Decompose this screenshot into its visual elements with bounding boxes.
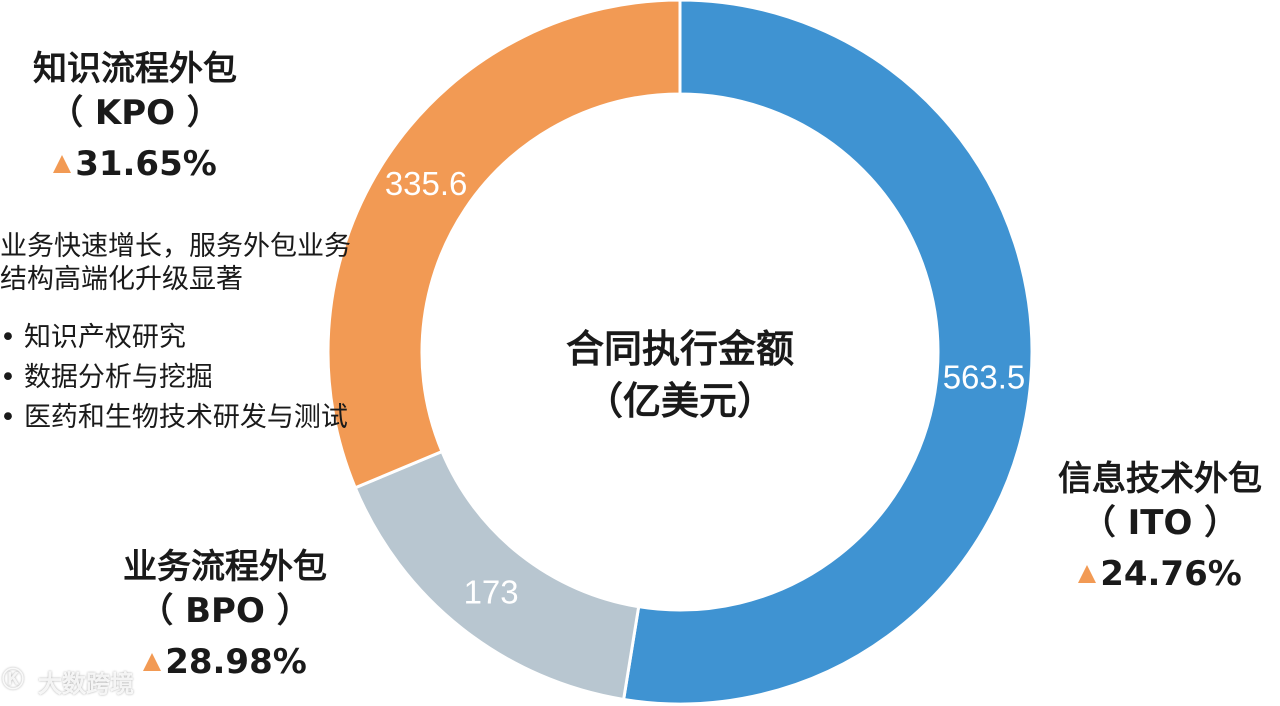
bullet-item: 医药和生物技术研发与测试: [0, 398, 420, 438]
center-title-line-2: （亿美元）: [585, 379, 775, 423]
description-bullets: 知识产权研究 数据分析与挖掘 医药和生物技术研发与测试: [0, 318, 420, 438]
kpo-growth-value: 31.65%: [75, 144, 217, 184]
center-title-line-1: 合同执行金额: [566, 327, 794, 371]
bpo-title: 业务流程外包: [123, 547, 327, 587]
ito-value-label: 563.5: [943, 359, 1026, 396]
description-line-2: 结构高端化升级显著: [0, 264, 243, 295]
ito-slice: [621, 0, 1034, 706]
ito-growth-value: 24.76%: [1100, 554, 1242, 594]
kpo-description: 业务快速增长，服务外包业务 结构高端化升级显著 知识产权研究 数据分析与挖掘 医…: [0, 230, 420, 438]
kpo-value-label: 335.6: [385, 165, 468, 202]
up-triangle-icon: [1078, 565, 1097, 583]
bpo-growth: 28.98%: [100, 640, 350, 684]
bullet-item: 知识产权研究: [0, 318, 420, 358]
bpo-abbr: （ BPO ）: [139, 591, 311, 631]
ito-title: 信息技术外包: [1058, 459, 1262, 499]
up-triangle-icon: [143, 653, 162, 671]
kpo-growth: 31.65%: [20, 142, 250, 186]
bpo-growth-value: 28.98%: [165, 642, 307, 682]
bpo-category-label: 业务流程外包 （ BPO ） 28.98%: [100, 546, 350, 684]
bpo-value-label: 173: [464, 573, 519, 610]
kpo-abbr: （ KPO ）: [49, 93, 221, 133]
kpo-title: 知识流程外包: [33, 49, 237, 89]
kpo-category-label: 知识流程外包 （ KPO ） 31.65%: [20, 48, 250, 186]
up-triangle-icon: [53, 155, 72, 173]
ito-category-label: 信息技术外包 （ ITO ） 24.76%: [1040, 458, 1280, 596]
ito-abbr: （ ITO ）: [1081, 503, 1239, 543]
bullet-item: 数据分析与挖掘: [0, 358, 420, 398]
watermark-text: 大数跨境: [38, 670, 134, 698]
description-line-1: 业务快速增长，服务外包业务: [0, 231, 351, 262]
ito-growth: 24.76%: [1040, 552, 1280, 596]
watermark-logo-icon: Ⓚ: [2, 668, 25, 693]
value-labels: 563.5 173 335.6: [385, 165, 1025, 611]
